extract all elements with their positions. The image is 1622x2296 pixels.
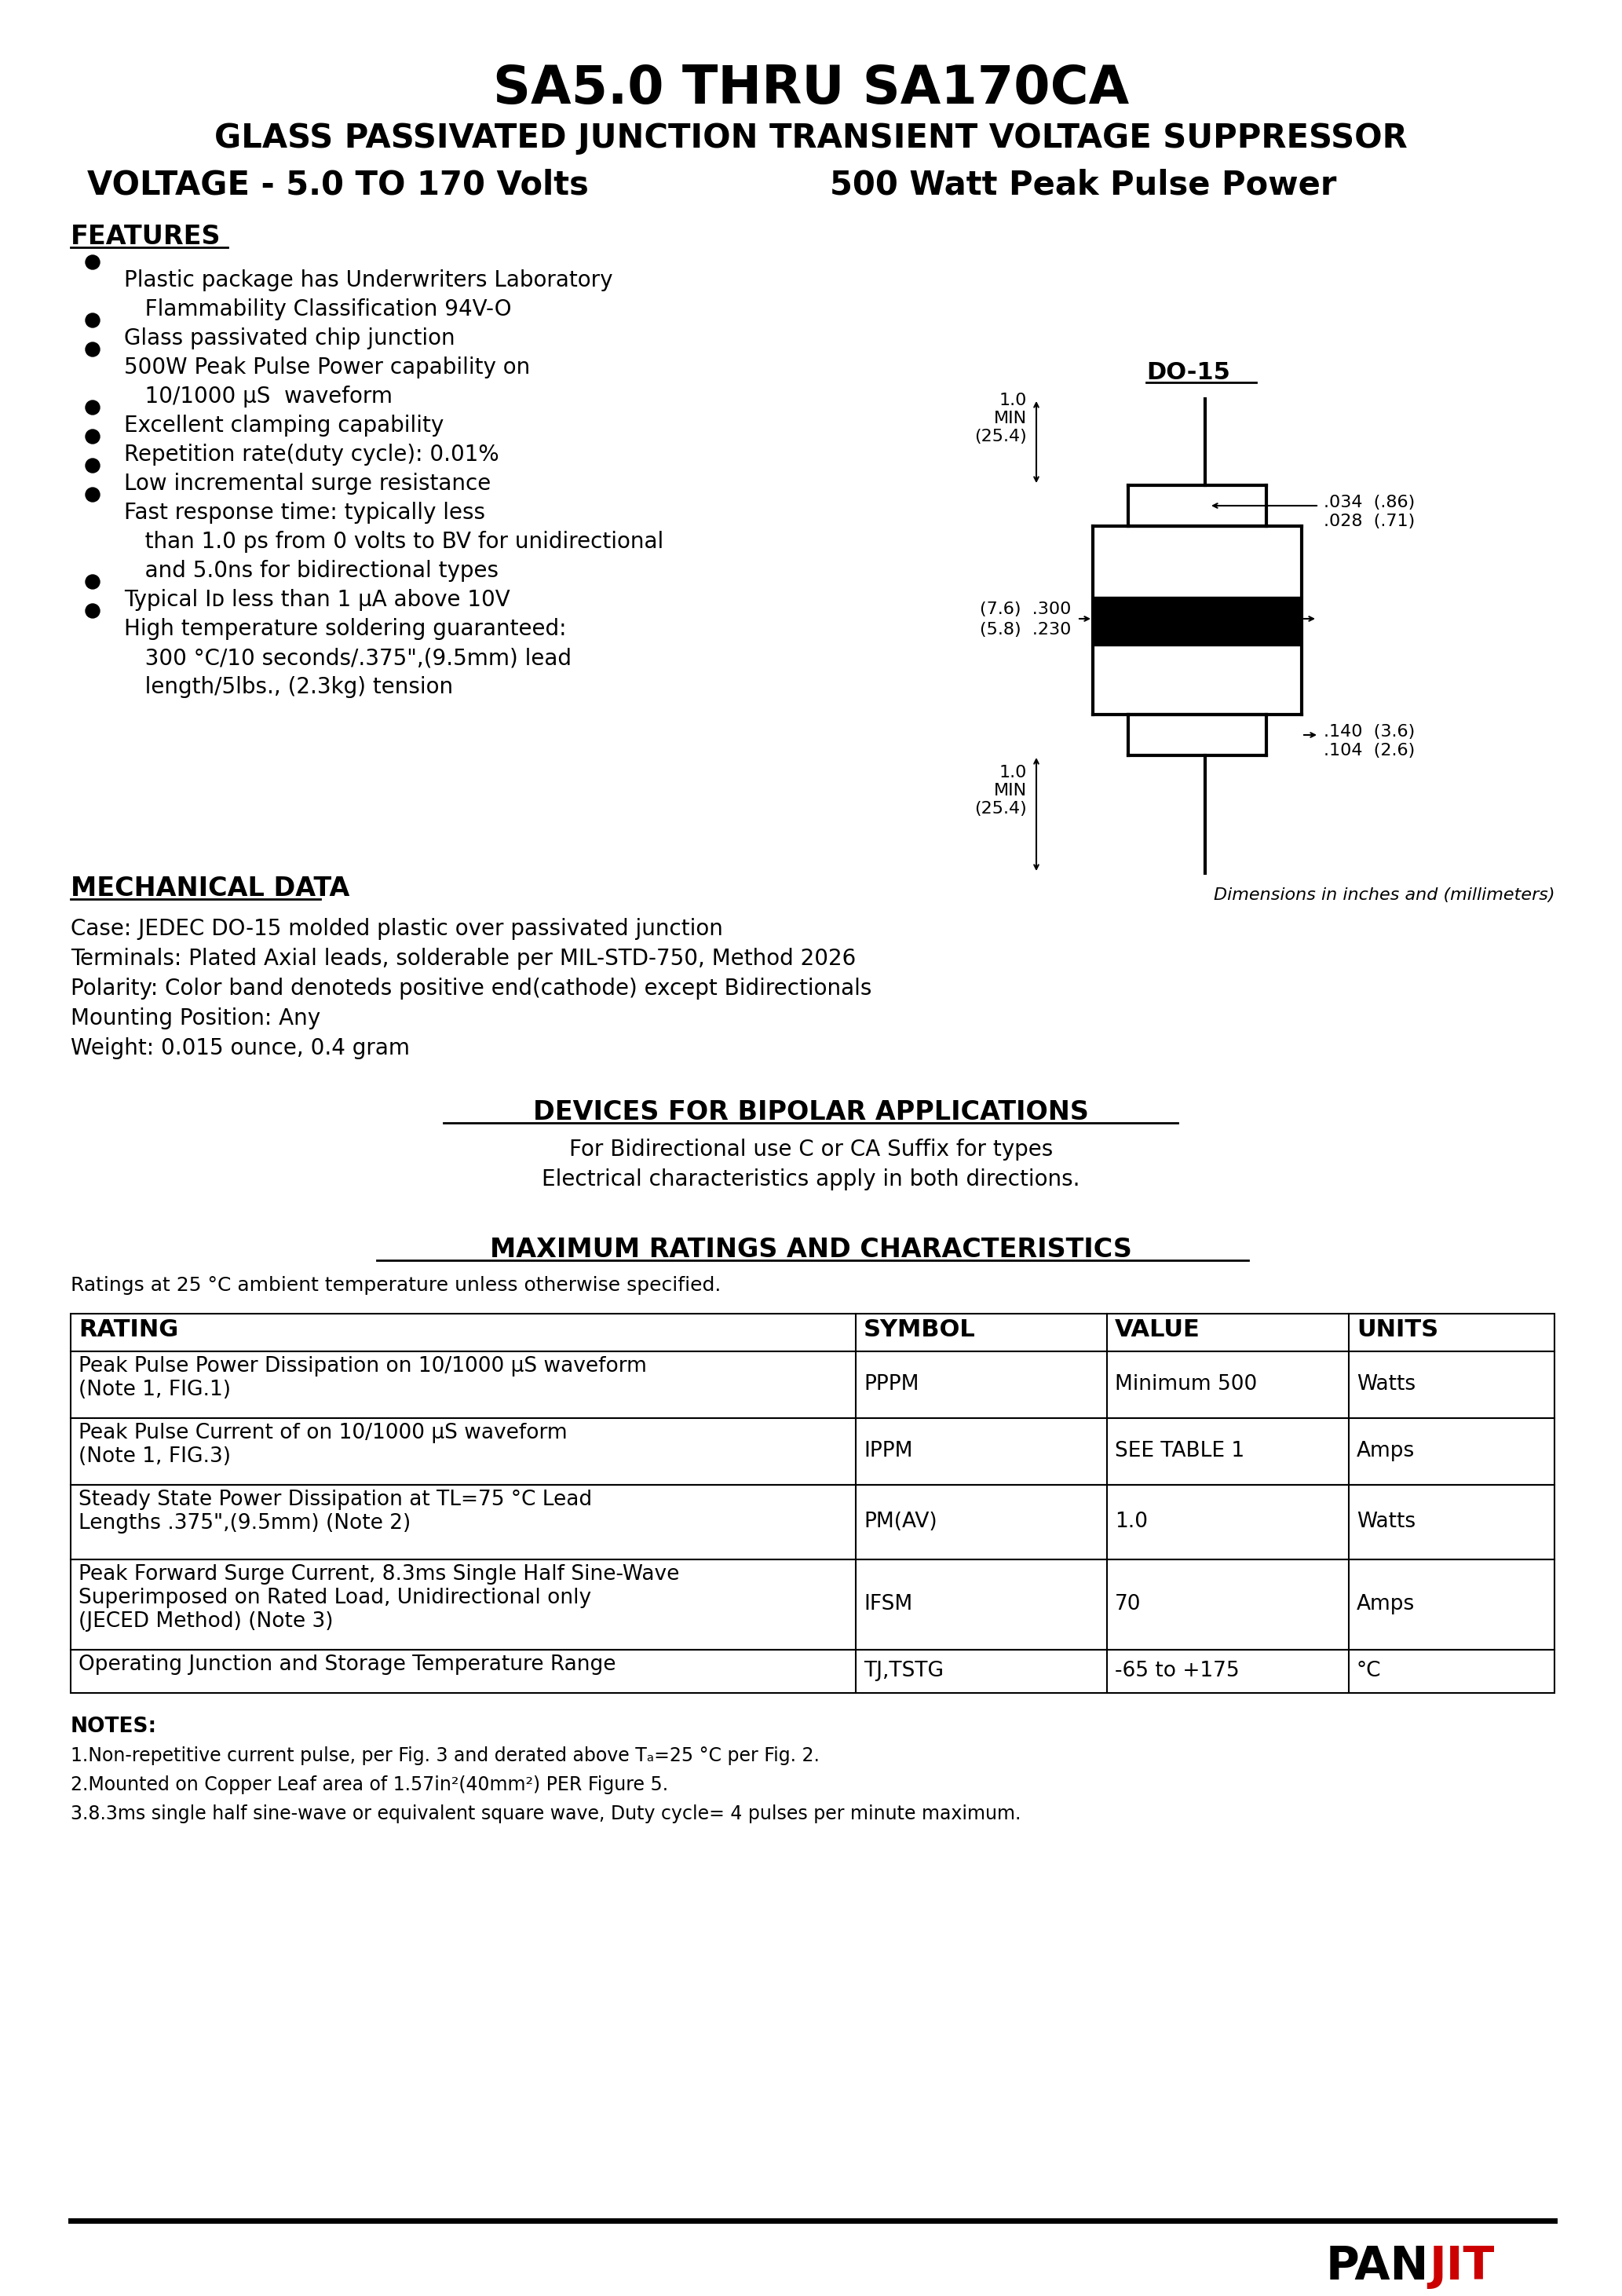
Text: FEATURES: FEATURES (71, 223, 221, 250)
Text: Electrical characteristics apply in both directions.: Electrical characteristics apply in both… (542, 1169, 1080, 1189)
Bar (1093, 597, 1302, 645)
Text: Glass passivated chip junction: Glass passivated chip junction (123, 328, 456, 349)
Text: Mounting Position: Any: Mounting Position: Any (71, 1008, 321, 1029)
Text: DEVICES FOR BIPOLAR APPLICATIONS: DEVICES FOR BIPOLAR APPLICATIONS (534, 1100, 1088, 1125)
Text: Watts: Watts (1356, 1511, 1416, 1531)
Text: -65 to +175: -65 to +175 (1114, 1660, 1239, 1681)
Text: Minimum 500: Minimum 500 (1114, 1373, 1257, 1394)
Text: .140  (3.6): .140 (3.6) (1324, 723, 1414, 739)
Text: and 5.0ns for bidirectional types: and 5.0ns for bidirectional types (123, 560, 498, 581)
Text: Plastic package has Underwriters Laboratory: Plastic package has Underwriters Laborat… (123, 269, 613, 292)
Text: 2.Mounted on Copper Leaf area of 1.57in²(40mm²) PER Figure 5.: 2.Mounted on Copper Leaf area of 1.57in²… (71, 1775, 668, 1793)
Text: IFSM: IFSM (863, 1593, 913, 1614)
Text: VALUE: VALUE (1114, 1318, 1200, 1341)
Text: Repetition rate(duty cycle): 0.01%: Repetition rate(duty cycle): 0.01% (123, 443, 500, 466)
Bar (71, 1313, 1554, 1352)
Text: 500W Peak Pulse Power capability on: 500W Peak Pulse Power capability on (123, 356, 530, 379)
Text: RATING: RATING (78, 1318, 178, 1341)
Text: Typical Iᴅ less than 1 μA above 10V: Typical Iᴅ less than 1 μA above 10V (123, 588, 509, 611)
Text: 300 °C/10 seconds/.375",(9.5mm) lead: 300 °C/10 seconds/.375",(9.5mm) lead (123, 647, 571, 668)
Text: Peak Pulse Power Dissipation on 10/1000 μS waveform
(Note 1, FIG.1): Peak Pulse Power Dissipation on 10/1000 … (78, 1357, 647, 1401)
Text: .028  (.71): .028 (.71) (1324, 514, 1414, 530)
Text: 500 Watt Peak Pulse Power: 500 Watt Peak Pulse Power (830, 170, 1337, 202)
Circle shape (86, 400, 99, 416)
Text: 1.0
MIN
(25.4): 1.0 MIN (25.4) (975, 393, 1027, 445)
Text: Operating Junction and Storage Temperature Range: Operating Junction and Storage Temperatu… (78, 1655, 616, 1674)
Text: 1.0
MIN
(25.4): 1.0 MIN (25.4) (975, 765, 1027, 817)
Text: UNITS: UNITS (1356, 1318, 1439, 1341)
Text: IPPM: IPPM (863, 1442, 913, 1460)
Text: Amps: Amps (1356, 1442, 1414, 1460)
Text: Polarity: Color band denoteds positive end(cathode) except Bidirectionals: Polarity: Color band denoteds positive e… (71, 978, 871, 999)
Text: High temperature soldering guaranteed:: High temperature soldering guaranteed: (123, 618, 566, 641)
Text: JIT: JIT (1429, 2243, 1494, 2289)
Text: PPPM: PPPM (863, 1373, 920, 1394)
Text: 10/1000 μS  waveform: 10/1000 μS waveform (123, 386, 393, 406)
Text: SYMBOL: SYMBOL (863, 1318, 976, 1341)
Circle shape (86, 429, 99, 443)
Bar (71, 1651, 1554, 1692)
Text: TJ,TSTG: TJ,TSTG (863, 1660, 944, 1681)
Text: GLASS PASSIVATED JUNCTION TRANSIENT VOLTAGE SUPPRESSOR: GLASS PASSIVATED JUNCTION TRANSIENT VOLT… (214, 122, 1408, 154)
Text: Amps: Amps (1356, 1593, 1414, 1614)
Text: NOTES:: NOTES: (71, 1717, 157, 1736)
Text: For Bidirectional use C or CA Suffix for types: For Bidirectional use C or CA Suffix for… (569, 1139, 1053, 1159)
Text: Excellent clamping capability: Excellent clamping capability (123, 416, 444, 436)
Text: 70: 70 (1114, 1593, 1142, 1614)
Text: Peak Pulse Current of on 10/1000 μS waveform
(Note 1, FIG.3): Peak Pulse Current of on 10/1000 μS wave… (78, 1424, 568, 1467)
Text: Peak Forward Surge Current, 8.3ms Single Half Sine-Wave
Superimposed on Rated Lo: Peak Forward Surge Current, 8.3ms Single… (78, 1564, 680, 1632)
Text: Terminals: Plated Axial leads, solderable per MIL-STD-750, Method 2026: Terminals: Plated Axial leads, solderabl… (71, 948, 856, 969)
Circle shape (86, 604, 99, 618)
Text: VOLTAGE - 5.0 TO 170 Volts: VOLTAGE - 5.0 TO 170 Volts (88, 170, 589, 202)
Text: °C: °C (1356, 1660, 1382, 1681)
Text: Fast response time: typically less: Fast response time: typically less (123, 503, 485, 523)
Text: PM(AV): PM(AV) (863, 1511, 938, 1531)
Bar (71, 1352, 1554, 1419)
Text: SEE TABLE 1: SEE TABLE 1 (1114, 1442, 1244, 1460)
Text: Weight: 0.015 ounce, 0.4 gram: Weight: 0.015 ounce, 0.4 gram (71, 1038, 410, 1058)
Text: Dimensions in inches and (millimeters): Dimensions in inches and (millimeters) (1213, 886, 1554, 902)
Text: than 1.0 ps from 0 volts to BV for unidirectional: than 1.0 ps from 0 volts to BV for unidi… (123, 530, 663, 553)
Text: length/5lbs., (2.3kg) tension: length/5lbs., (2.3kg) tension (123, 675, 453, 698)
Circle shape (86, 312, 99, 328)
Text: MECHANICAL DATA: MECHANICAL DATA (71, 875, 350, 902)
Text: Low incremental surge resistance: Low incremental surge resistance (123, 473, 491, 494)
Circle shape (86, 255, 99, 269)
Text: 3.8.3ms single half sine-wave or equivalent square wave, Duty cycle= 4 pulses pe: 3.8.3ms single half sine-wave or equival… (71, 1805, 1020, 1823)
Text: Flammability Classification 94V-O: Flammability Classification 94V-O (123, 298, 511, 321)
Text: Case: JEDEC DO-15 molded plastic over passivated junction: Case: JEDEC DO-15 molded plastic over pa… (71, 918, 723, 939)
Bar (71, 1559, 1554, 1651)
Circle shape (86, 487, 99, 503)
Text: 1.Non-repetitive current pulse, per Fig. 3 and derated above Tₐ=25 °C per Fig. 2: 1.Non-repetitive current pulse, per Fig.… (71, 1747, 819, 1766)
Circle shape (86, 342, 99, 356)
Circle shape (86, 574, 99, 588)
Text: PAN: PAN (1325, 2243, 1429, 2289)
Text: DO-15: DO-15 (1147, 360, 1229, 383)
Bar (71, 1486, 1554, 1559)
Text: SA5.0 THRU SA170CA: SA5.0 THRU SA170CA (493, 62, 1129, 115)
Text: Steady State Power Dissipation at TL=75 °C Lead
Lengths .375",(9.5mm) (Note 2): Steady State Power Dissipation at TL=75 … (78, 1490, 592, 1534)
Text: .034  (.86): .034 (.86) (1324, 494, 1414, 510)
Circle shape (86, 459, 99, 473)
Bar (71, 1419, 1554, 1486)
Text: 1.0: 1.0 (1114, 1511, 1148, 1531)
Text: Watts: Watts (1356, 1373, 1416, 1394)
Text: (7.6)  .300: (7.6) .300 (980, 602, 1071, 618)
Text: .104  (2.6): .104 (2.6) (1324, 744, 1414, 758)
Text: Ratings at 25 °C ambient temperature unless otherwise specified.: Ratings at 25 °C ambient temperature unl… (71, 1277, 722, 1295)
Text: MAXIMUM RATINGS AND CHARACTERISTICS: MAXIMUM RATINGS AND CHARACTERISTICS (490, 1238, 1132, 1263)
Text: (5.8)  .230: (5.8) .230 (980, 622, 1071, 638)
